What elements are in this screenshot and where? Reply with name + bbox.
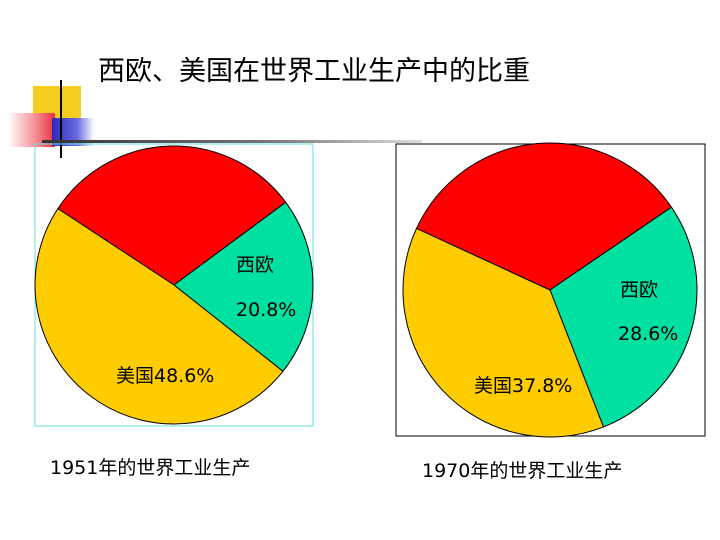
pie-1970-label-west-europe: 西欧 — [620, 279, 658, 301]
pie-1951-label-west-europe: 西欧 — [236, 254, 274, 276]
slide-title: 西欧、美国在世界工业生产中的比重 — [98, 56, 530, 87]
pie-1951: 西欧 20.8% 美国48.6% — [34, 145, 314, 425]
pie-1951-slice-west-europe — [173, 201, 314, 373]
pie-1951-slice-other — [57, 145, 287, 286]
pie-1951-value-west-europe: 20.8% — [236, 299, 296, 321]
pie-1970-slice-west-europe — [549, 206, 698, 428]
decor-horizontal-line — [42, 140, 422, 143]
decor-vertical-line — [60, 80, 62, 158]
pie-1970-slice-usa — [402, 227, 605, 438]
pie-1970: 西欧 28.6% 美国37.8% — [402, 142, 698, 438]
pie-1951-slice-usa — [34, 207, 284, 425]
chart-1970-caption: 1970年的世界工业生产 — [422, 460, 623, 482]
pie-1970-slice-other — [415, 142, 673, 291]
pie-1951-label-usa: 美国48.6% — [116, 365, 214, 387]
chart-1951-caption: 1951年的世界工业生产 — [50, 457, 251, 479]
pie-1970-label-usa: 美国37.8% — [474, 375, 572, 397]
pie-1970-value-west-europe: 28.6% — [618, 323, 678, 345]
